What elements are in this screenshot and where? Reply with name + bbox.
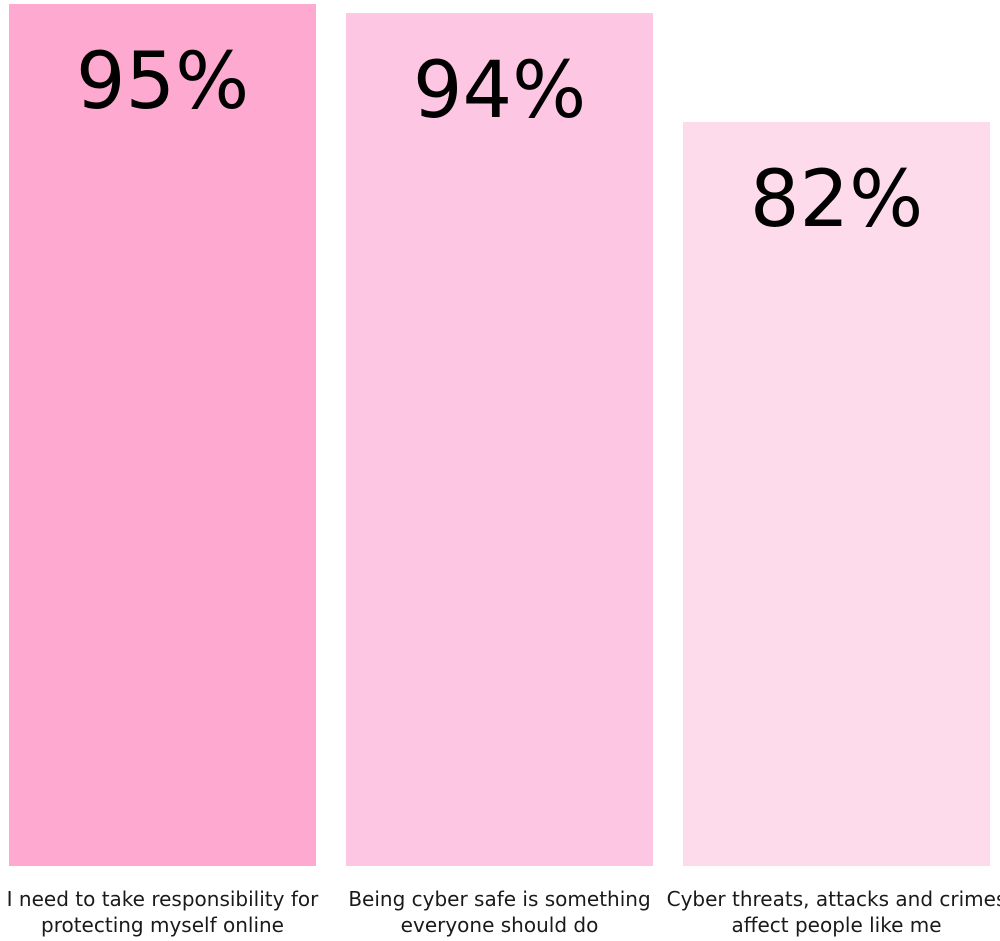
category-label-2: Being cyber safe is something everyone sh… [348, 887, 650, 937]
category-label-line: Cyber threats, attacks and crimes [667, 887, 1000, 911]
bar-value-label-1: 95% [76, 37, 249, 127]
bar-2 [346, 13, 653, 867]
category-labels-group: I need to take responsibility for protect… [7, 887, 1000, 937]
category-label-1: I need to take responsibility for protect… [7, 887, 319, 937]
bar-value-label-2: 94% [413, 46, 586, 136]
category-label-line: protecting myself online [41, 913, 284, 937]
bars-group [9, 4, 990, 867]
category-label-line: I need to take responsibility for [7, 887, 319, 911]
category-label-line: everyone should do [401, 913, 599, 937]
category-label-line: Being cyber safe is something [348, 887, 650, 911]
bar-value-label-3: 82% [750, 155, 923, 245]
bar-1 [9, 4, 316, 866]
value-labels-group: 95% 94% 82% [76, 37, 923, 245]
category-label-3: Cyber threats, attacks and crimes affect … [667, 887, 1000, 937]
bar-3 [683, 121, 990, 867]
category-label-line: affect people like me [731, 913, 941, 937]
